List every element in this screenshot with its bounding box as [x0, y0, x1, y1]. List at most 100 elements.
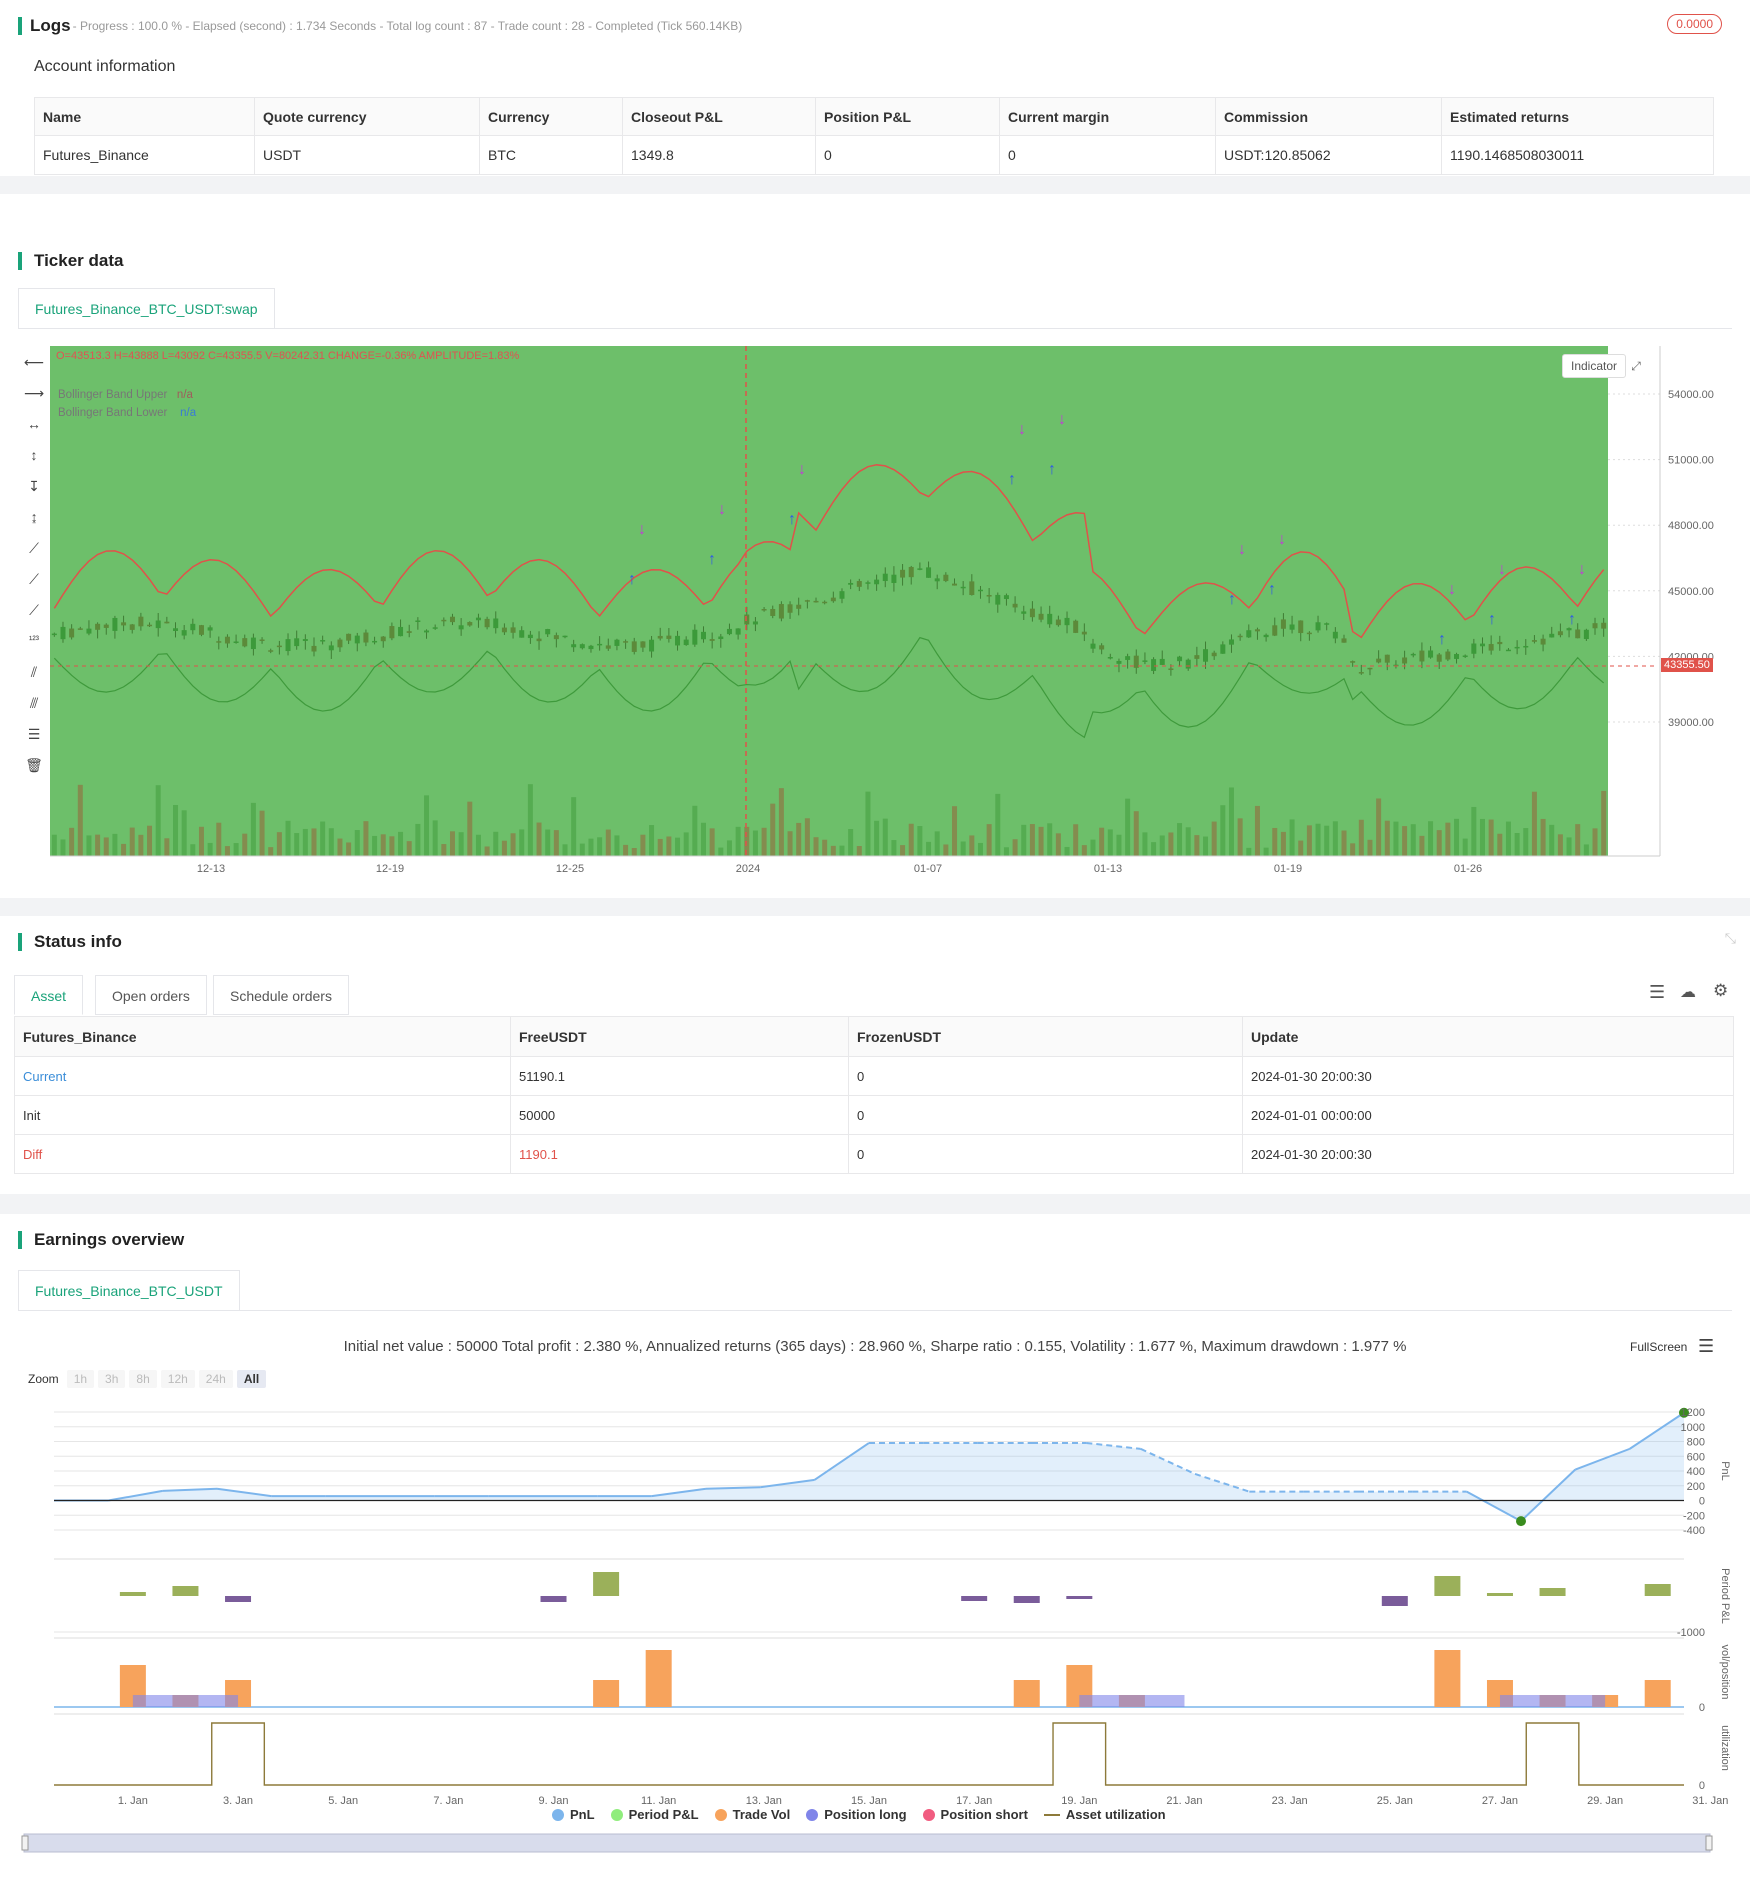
menu-icon[interactable]: ☰ — [1698, 1336, 1715, 1356]
navigator[interactable] — [21, 1833, 1713, 1853]
volume-bar — [164, 838, 170, 856]
bollinger-lower-line — [53, 636, 1605, 739]
volume-bar — [268, 847, 274, 856]
candle-body — [856, 581, 862, 587]
x-tick-label: 9. Jan — [539, 1795, 569, 1807]
account-header: Current margin — [999, 97, 1216, 136]
legend-pnl[interactable]: PnL — [552, 1807, 595, 1822]
volume-bar — [822, 839, 828, 856]
horizontal-ray-icon[interactable]: ⟶ — [24, 385, 45, 401]
volume-bar — [467, 801, 473, 856]
volume-bar — [1272, 827, 1278, 856]
volume-bar — [1350, 843, 1356, 856]
x-tick-label: 1. Jan — [118, 1795, 148, 1807]
row-label-current[interactable]: Current — [14, 1056, 511, 1096]
cloud-download-icon[interactable]: ☁ — [1680, 984, 1696, 1001]
settings-icon[interactable]: ⚙ — [1713, 981, 1729, 1000]
volume-bar — [207, 842, 213, 856]
candle-body — [995, 594, 1001, 605]
volume-bar — [1324, 825, 1330, 856]
price-label-icon[interactable]: ¹²³ — [29, 635, 39, 646]
horizontal-line-icon[interactable]: ⟵ — [24, 354, 45, 370]
x-tick-label: 19. Jan — [1061, 1795, 1097, 1807]
volume-bar — [1099, 827, 1105, 856]
legend-trade-vol[interactable]: Trade Vol — [714, 1807, 790, 1822]
legend-util-label: Asset utilization — [1065, 1807, 1166, 1822]
earnings-tab[interactable]: Futures_Binance_BTC_USDT — [18, 1270, 240, 1311]
position-long-bar — [132, 1695, 239, 1707]
expand-icon[interactable]: ⤢ — [1626, 356, 1646, 376]
volume-bar — [441, 844, 447, 856]
segment-line-icon[interactable]: ⟋ — [29, 602, 39, 618]
ray-line-icon[interactable]: ⟋ — [29, 571, 39, 587]
candle-body — [1540, 638, 1546, 645]
fullscreen-button[interactable]: FullScreen — [1630, 1340, 1687, 1354]
vertical-segment-icon[interactable]: ↨ — [30, 509, 38, 525]
axis-titles: PnL Period P&L vol/position utilization — [1719, 1461, 1731, 1771]
asset-header: Futures_Binance — [14, 1016, 511, 1057]
account-header: Quote currency — [254, 97, 480, 136]
ticker-tab[interactable]: Futures_Binance_BTC_USDT:swap — [18, 288, 275, 329]
current-price-tag: 43355.50 — [1661, 658, 1713, 672]
candle-body — [1142, 660, 1148, 662]
list-icon[interactable]: ☰ — [1649, 982, 1666, 1002]
volume-bar — [372, 835, 378, 856]
trash-icon[interactable]: 🗑 — [25, 757, 43, 773]
pnl-axis: 1200 1000 800 600 400 200 0 -200 -400 — [1681, 1407, 1705, 1537]
tab-asset[interactable]: Asset — [14, 975, 84, 1015]
trend-line-icon[interactable]: ⟋ — [29, 540, 39, 556]
candle-body — [700, 631, 706, 640]
long-arrow-marker: ↑ — [1228, 591, 1236, 608]
volume-bar — [233, 843, 239, 856]
long-arrow-marker: ↑ — [788, 511, 796, 528]
parallel-line-icon[interactable]: ⫽ — [30, 664, 38, 680]
zoom-8h[interactable]: 8h — [129, 1370, 157, 1388]
collapse-icon[interactable]: ⤡ — [1724, 930, 1736, 946]
zoom-3h[interactable]: 3h — [98, 1370, 126, 1388]
horizontal-segment-icon[interactable]: ↔ — [27, 416, 41, 432]
legend-position-long[interactable]: Position long — [806, 1807, 907, 1822]
legend-position-short[interactable]: Position short — [922, 1807, 1028, 1822]
volume-bar — [1125, 798, 1131, 856]
period-pnl-bar — [1381, 1596, 1408, 1606]
vertical-line-icon[interactable]: ↕ — [30, 447, 38, 463]
volume-bar — [597, 837, 603, 856]
volume-bar — [1177, 823, 1183, 856]
candle-body — [103, 624, 109, 628]
period-pnl-bar — [540, 1596, 567, 1602]
candle-body — [1531, 640, 1537, 642]
fibonacci-icon[interactable]: ⫻ — [29, 695, 39, 711]
candle-body — [1583, 629, 1589, 640]
zoom-12h[interactable]: 12h — [160, 1370, 195, 1388]
zoom-all[interactable]: All — [236, 1370, 267, 1388]
candle-body — [1003, 595, 1009, 600]
volume-bar — [614, 835, 620, 856]
candle-body — [1254, 629, 1260, 632]
tab-open-orders[interactable]: Open orders — [95, 975, 207, 1015]
zoom-24h[interactable]: 24h — [198, 1370, 233, 1388]
period-pnl-bar — [1486, 1593, 1513, 1596]
candle-body — [69, 628, 75, 638]
candle-body — [424, 630, 430, 633]
candle-body — [207, 627, 213, 631]
legend-period-pnl[interactable]: Period P&L — [610, 1807, 699, 1822]
candle-body — [380, 636, 386, 642]
candle-body — [683, 639, 689, 646]
legend-vol-dot — [714, 1808, 727, 1821]
volume-bar — [605, 829, 611, 856]
indicator-button[interactable]: Indicator — [1562, 354, 1627, 378]
zoom-1h[interactable]: 1h — [66, 1370, 95, 1388]
grid-lines-icon[interactable]: ☰ — [27, 726, 41, 742]
volume-bar — [553, 830, 559, 856]
volume-bar — [60, 839, 66, 856]
candle-body — [952, 583, 958, 586]
tab-schedule-orders[interactable]: Schedule orders — [213, 975, 349, 1015]
legend-asset-utilization[interactable]: Asset utilization — [1043, 1807, 1166, 1822]
volume-bar — [1575, 824, 1581, 856]
volume-bar — [796, 822, 802, 856]
account-cell: Futures_Binance — [34, 135, 255, 175]
candle-body — [1514, 646, 1520, 649]
vertical-ray-icon[interactable]: ↧ — [28, 478, 40, 494]
volume-bar — [856, 846, 862, 856]
ticker-chart: ↑ ↓ ↑ ↓ ↑ ↓ ↑ ↓ ↑ ↓ ↑ ↓ ↑ ↓ ↑ ↓ ↑ ↓ ↑ ↓ 54000.00 51000.00 480… — [50, 346, 1714, 875]
